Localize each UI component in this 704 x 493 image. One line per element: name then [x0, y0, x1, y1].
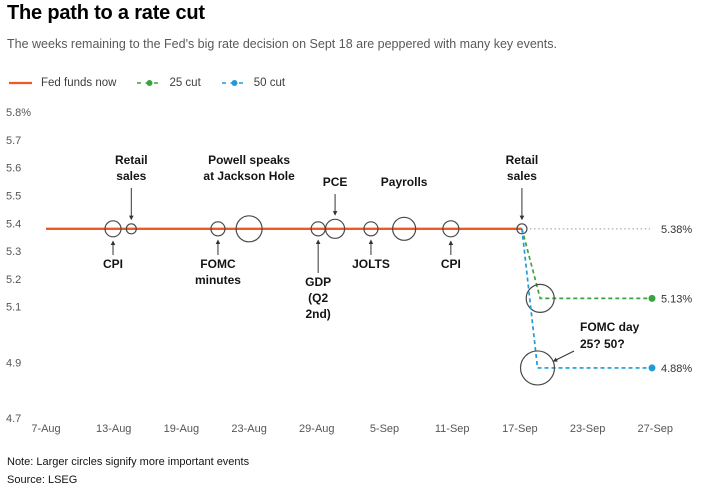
y-axis-tick-label: 5.1	[6, 302, 21, 314]
event-label: Retail	[506, 153, 539, 167]
event-label: sales	[507, 169, 537, 183]
y-axis-tick-label: 5.8%	[6, 107, 31, 119]
event-label: JOLTS	[352, 257, 390, 271]
y-axis-tick-label: 4.9	[6, 357, 21, 369]
chart-title: The path to a rate cut	[7, 2, 205, 24]
rate-cut-25-end-dot	[648, 294, 656, 302]
event-label: PCE	[323, 175, 348, 189]
chart-subtitle: The weeks remaining to the Fed's big rat…	[7, 37, 557, 51]
x-axis-tick-label: 27-Sep	[638, 423, 673, 435]
x-axis-tick-label: 7-Aug	[31, 423, 60, 435]
y-axis-tick-label: 5.4	[6, 218, 21, 230]
event-marker	[442, 220, 460, 238]
event-label: Retail	[115, 153, 148, 167]
y-axis-tick-label: 5.7	[6, 135, 21, 147]
event-label: FOMC	[200, 257, 236, 271]
chart-note: Note: Larger circles signify more import…	[7, 456, 250, 468]
fomc-annotation-arrow	[552, 350, 575, 362]
fomc-annotation: FOMC day	[580, 320, 640, 334]
legend-dashed-line-icon	[221, 80, 247, 86]
event-label: at Jackson Hole	[203, 169, 295, 183]
x-axis-tick-label: 23-Sep	[570, 423, 605, 435]
rate-cut-50-line	[521, 228, 648, 369]
fomc-decision-circle	[519, 350, 556, 386]
event-label: minutes	[195, 273, 241, 287]
event-label: GDP	[305, 275, 331, 289]
x-axis-tick-label: 5-Sep	[370, 423, 399, 435]
event-label: Powell speaks	[208, 153, 290, 167]
event-marker	[104, 220, 122, 238]
x-axis-tick-label: 11-Sep	[435, 423, 470, 435]
event-marker	[324, 218, 346, 239]
fomc-annotation: 25? 50?	[580, 337, 625, 351]
y-axis-tick-label: 5.3	[6, 246, 21, 258]
y-axis-tick-label: 5.5	[6, 190, 21, 202]
cut25-value-label: 5.13%	[661, 293, 692, 305]
chart-source: Source: LSEG	[7, 474, 78, 486]
fomc-decision-circle	[525, 283, 555, 313]
legend: Fed funds now 25 cut 50 cut	[8, 77, 285, 89]
rate-cut-25-line	[521, 228, 648, 300]
legend-item: 25 cut	[136, 77, 201, 89]
event-label: Payrolls	[381, 175, 428, 189]
legend-solid-line-icon	[9, 81, 32, 85]
legend-dashed-line-icon	[137, 80, 163, 86]
event-marker	[125, 223, 137, 235]
event-marker	[516, 223, 528, 235]
event-label: CPI	[103, 257, 123, 271]
rate-cut-50-end-dot	[648, 364, 656, 372]
event-label: sales	[116, 169, 146, 183]
event-marker	[392, 216, 417, 241]
event-marker	[363, 221, 379, 237]
y-axis-tick-label: 5.6	[6, 163, 21, 175]
event-label: CPI	[441, 257, 461, 271]
x-axis-tick-label: 19-Aug	[164, 423, 199, 435]
legend-label: 25 cut	[169, 77, 201, 89]
event-marker	[235, 215, 263, 243]
y-axis-tick-label: 5.2	[6, 274, 21, 286]
event-label: (Q2	[308, 291, 328, 305]
legend-item: 50 cut	[221, 77, 285, 89]
x-axis-tick-label: 13-Aug	[96, 423, 131, 435]
x-axis-tick-label: 23-Aug	[231, 423, 266, 435]
cut50-value-label: 4.88%	[661, 363, 692, 375]
y-axis-tick-label: 4.7	[6, 413, 21, 425]
chart-plot: 5.8% 5.7 5.6 5.5 5.4 5.3 5.2 5.1 4.9 4.7 7-Aug 13-A…	[6, 107, 692, 435]
x-axis-tick-label: 17-Sep	[502, 423, 537, 435]
event-marker	[210, 221, 226, 237]
x-axis-tick-label: 29-Aug	[299, 423, 334, 435]
legend-item: Fed funds now	[8, 77, 116, 89]
event-label: 2nd)	[305, 307, 330, 321]
legend-label: 50 cut	[253, 77, 286, 89]
legend-label: Fed funds now	[41, 77, 117, 89]
fed-funds-value-label: 5.38%	[661, 224, 692, 236]
